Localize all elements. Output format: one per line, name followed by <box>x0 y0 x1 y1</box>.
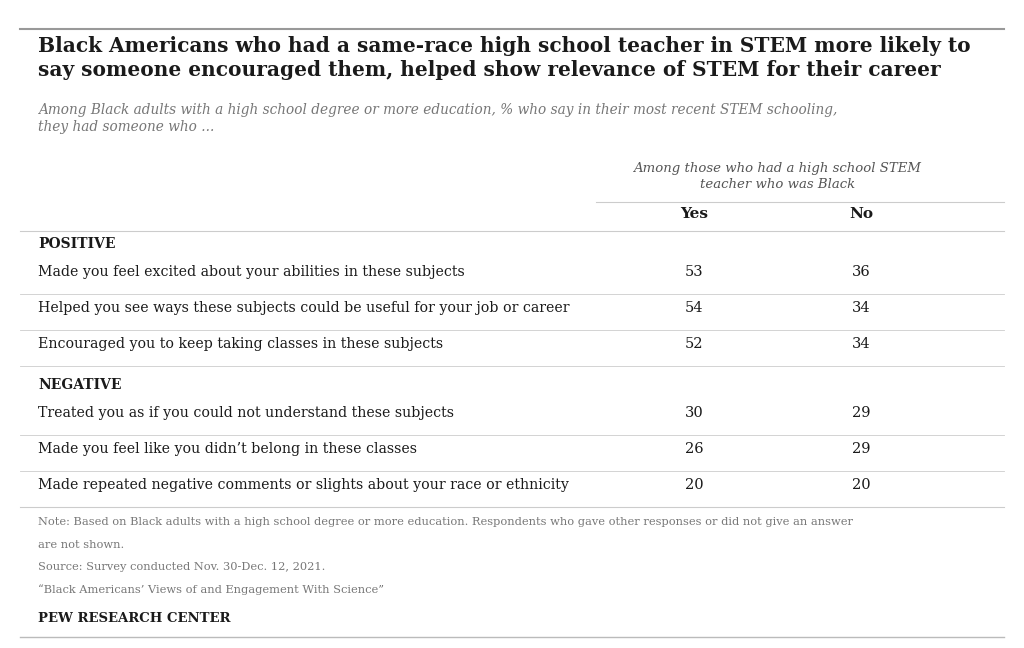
Text: Among Black adults with a high school degree or more education, % who say in the: Among Black adults with a high school de… <box>38 103 838 135</box>
Text: POSITIVE: POSITIVE <box>38 237 116 251</box>
Text: Black Americans who had a same-race high school teacher in STEM more likely to
s: Black Americans who had a same-race high… <box>38 36 971 80</box>
Text: Yes: Yes <box>680 207 708 221</box>
Text: 29: 29 <box>852 442 870 456</box>
Text: Made you feel excited about your abilities in these subjects: Made you feel excited about your abiliti… <box>38 265 465 279</box>
Text: Encouraged you to keep taking classes in these subjects: Encouraged you to keep taking classes in… <box>38 337 443 351</box>
Text: 30: 30 <box>684 406 703 420</box>
Text: No: No <box>849 207 873 221</box>
Text: 53: 53 <box>685 265 703 279</box>
Text: 20: 20 <box>685 478 703 492</box>
Text: 54: 54 <box>685 301 703 315</box>
Text: NEGATIVE: NEGATIVE <box>38 378 122 392</box>
Text: Made you feel like you didn’t belong in these classes: Made you feel like you didn’t belong in … <box>38 442 417 456</box>
Text: PEW RESEARCH CENTER: PEW RESEARCH CENTER <box>38 612 230 625</box>
Text: Treated you as if you could not understand these subjects: Treated you as if you could not understa… <box>38 406 455 420</box>
Text: 26: 26 <box>685 442 703 456</box>
Text: Note: Based on Black adults with a high school degree or more education. Respond: Note: Based on Black adults with a high … <box>38 518 853 527</box>
Text: are not shown.: are not shown. <box>38 540 125 550</box>
Text: Source: Survey conducted Nov. 30-Dec. 12, 2021.: Source: Survey conducted Nov. 30-Dec. 12… <box>38 562 326 572</box>
Text: 20: 20 <box>852 478 870 492</box>
Text: Among those who had a high school STEM
teacher who was Black: Among those who had a high school STEM t… <box>634 162 922 191</box>
Text: 34: 34 <box>852 337 870 351</box>
Text: Helped you see ways these subjects could be useful for your job or career: Helped you see ways these subjects could… <box>38 301 569 315</box>
Text: 52: 52 <box>685 337 703 351</box>
Text: “Black Americans’ Views of and Engagement With Science”: “Black Americans’ Views of and Engagemen… <box>38 584 384 596</box>
Text: 36: 36 <box>852 265 870 279</box>
Text: 34: 34 <box>852 301 870 315</box>
Text: Made repeated negative comments or slights about your race or ethnicity: Made repeated negative comments or sligh… <box>38 478 569 492</box>
Text: 29: 29 <box>852 406 870 420</box>
